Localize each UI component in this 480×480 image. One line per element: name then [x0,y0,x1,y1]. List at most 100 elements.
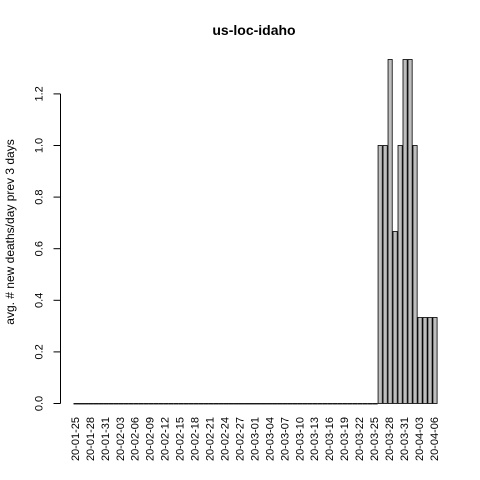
bar [243,403,249,405]
bar [128,403,134,405]
bar [188,403,194,405]
bar [173,403,179,405]
x-tick-label: 20-03-07 [279,417,291,461]
x-tick-label: 20-01-31 [100,417,112,461]
x-tick-label: 20-03-10 [294,417,306,461]
x-tick-label: 20-02-12 [160,417,172,461]
bar [357,403,363,405]
bar [143,403,149,405]
bar [123,403,129,405]
x-tick-label: 20-03-31 [399,417,411,461]
bar [133,403,139,405]
y-axis: 0.0 0.2 0.4 0.6 0.8 1.0 1.2 [33,86,61,411]
bar [203,403,209,405]
bar [103,403,109,405]
x-tick-label: 20-02-09 [145,417,157,461]
bar [422,317,428,404]
bar [93,403,99,405]
x-tick-label: 20-02-27 [234,417,246,461]
x-tick-label: 20-02-15 [175,417,187,461]
x-tick-label: 20-03-25 [369,417,381,461]
bar [272,403,278,405]
y-tick-label: 0.4 [33,293,45,308]
bar [317,403,323,405]
bar [307,403,313,405]
bar [218,403,224,405]
bar [88,403,94,405]
y-tick-label: 0.0 [33,396,45,411]
bar [168,403,174,405]
bar [427,317,433,404]
bar [322,403,328,405]
bars [73,59,438,405]
bar [178,403,184,405]
x-tick-label: 20-03-28 [384,417,396,461]
bar [248,403,254,405]
y-tick-label: 0.2 [33,344,45,359]
bar [387,59,393,404]
bar [78,403,84,405]
bar [262,403,268,405]
bar [113,403,119,405]
bar [367,403,373,405]
bar [417,317,423,404]
bar [223,403,229,405]
x-axis-ticks: 20-01-25 20-01-28 20-01-31 20-02-03 20-02-06… [70,417,441,461]
x-tick-label: 20-04-03 [414,417,426,461]
x-tick-label: 20-02-03 [115,417,127,461]
bar [327,403,333,405]
x-tick-label: 20-02-06 [130,417,142,461]
bar [337,403,343,405]
x-tick-label: 20-01-28 [85,417,97,461]
bar [432,317,438,404]
x-tick-label: 20-03-13 [309,417,321,461]
y-tick-label: 1.2 [33,86,45,101]
x-tick-label: 20-03-04 [264,417,276,461]
bar [312,403,318,405]
bar [267,403,273,405]
bar [372,403,378,405]
bar [287,403,293,405]
bar [292,403,298,405]
bar [297,403,303,405]
bar [377,145,383,404]
bar [397,145,403,404]
bar [228,403,234,405]
x-tick-label: 20-02-18 [190,417,202,461]
bar [257,403,263,405]
bar [302,403,308,405]
bar [238,403,244,405]
bar [118,403,124,405]
bar [352,403,358,405]
bar [98,403,104,405]
x-tick-label: 20-03-16 [324,417,336,461]
bar [342,403,348,405]
bar [153,403,159,405]
x-tick-label: 20-04-06 [429,417,441,461]
bar [213,403,219,405]
y-tick-label: 0.8 [33,189,45,204]
x-tick-label: 20-03-01 [249,417,261,461]
x-tick-label: 20-02-21 [205,417,217,461]
bar [138,403,144,405]
y-tick-label: 1.0 [33,138,45,153]
bar [183,403,189,405]
y-axis-label: avg. # new deaths/day prev 3 days [3,139,17,324]
bar [83,403,89,405]
bar [407,59,413,404]
x-tick-label: 20-03-22 [354,417,366,461]
x-tick-label: 20-01-25 [70,417,82,461]
bar [198,403,204,405]
bar [253,403,258,405]
bar [402,59,408,404]
y-tick-label: 0.6 [33,241,45,256]
bar [73,403,79,405]
bar [208,403,214,405]
x-tick-label: 20-02-24 [219,417,231,461]
bar [382,145,388,404]
bar [392,231,398,404]
bar [362,403,368,405]
bar [277,403,283,405]
bar [282,403,288,405]
